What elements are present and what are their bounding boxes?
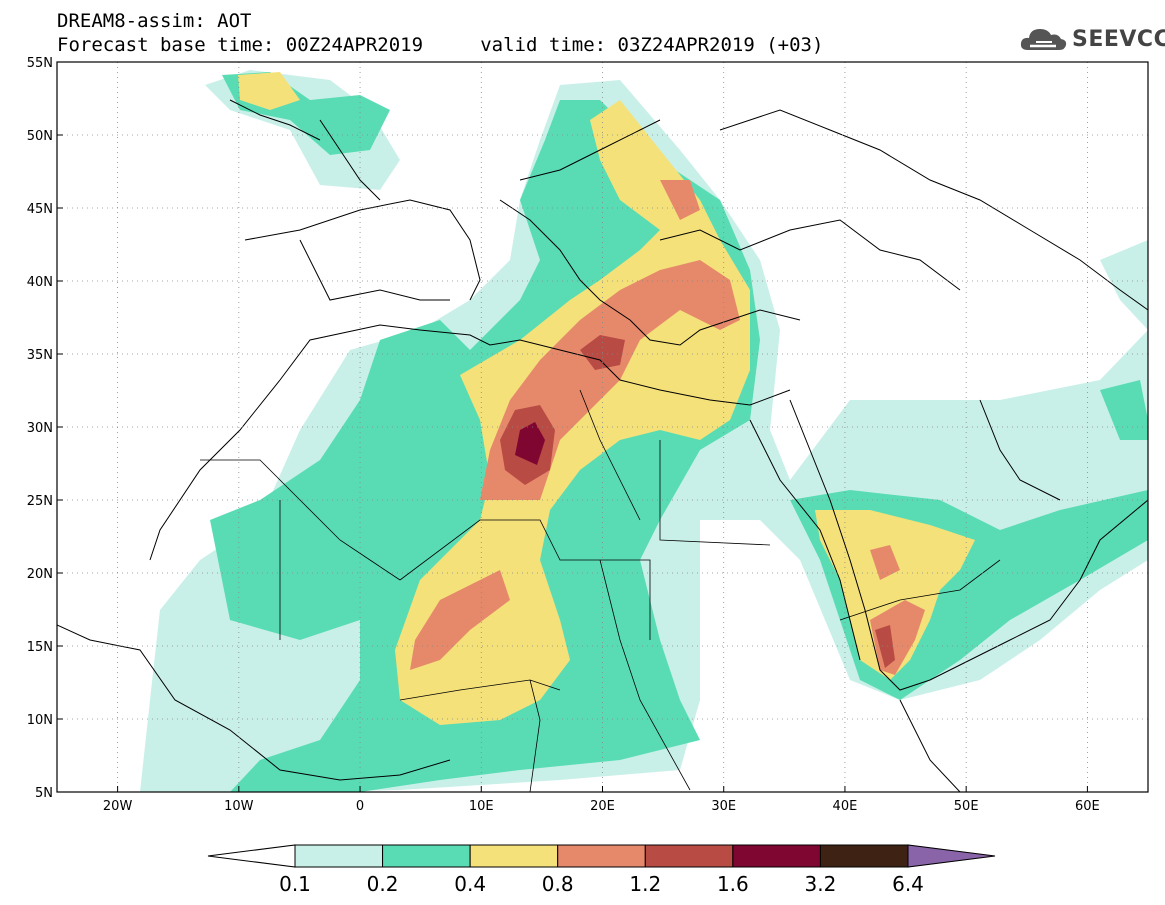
colorbar-box	[732, 844, 821, 868]
aot-contour-fields	[57, 70, 1148, 792]
x-tick-label: 0	[356, 799, 364, 814]
x-tick-label: 10W	[224, 799, 254, 814]
y-tick-label: 20N	[27, 567, 53, 582]
y-tick-label: 55N	[27, 56, 53, 71]
colorbar-level-label: 6.4	[892, 872, 924, 896]
colorbar-box	[469, 844, 559, 868]
x-tick-label: 60E	[1075, 799, 1100, 814]
colorbar-level-label: 1.2	[629, 872, 661, 896]
x-tick-label: 10E	[469, 799, 494, 814]
y-tick-label: 5N	[35, 786, 53, 801]
x-tick-label: 30E	[711, 799, 736, 814]
colorbar: 0.1 0.2 0.4 0.8 1.2 1.6 3.2 6.4	[207, 844, 996, 896]
colorbar-box	[294, 844, 384, 868]
map-title: DREAM8-assim: AOT	[57, 10, 252, 32]
cloud-logo-icon	[1020, 29, 1067, 50]
colorbar-level-label: 0.8	[542, 872, 574, 896]
colorbar-level-label: 0.4	[454, 872, 486, 896]
colorbar-box	[557, 844, 646, 868]
x-tick-label: 40E	[833, 799, 858, 814]
y-tick-label: 50N	[27, 129, 53, 144]
colorbar-under-triangle	[207, 844, 296, 868]
x-tick-label: 20E	[590, 799, 615, 814]
x-axis: 20W 10W 0 10E 20E 30E 40E 50E 60E	[103, 786, 1100, 814]
y-tick-label: 10N	[27, 713, 53, 728]
logo-text: SEEVCCC	[1072, 26, 1165, 52]
y-tick-label: 25N	[27, 494, 53, 509]
colorbar-box	[644, 844, 734, 868]
x-tick-label: 20W	[103, 799, 133, 814]
y-tick-label: 35N	[27, 348, 53, 363]
colorbar-level-label: 1.6	[717, 872, 749, 896]
lat-lon-grid	[57, 62, 1148, 792]
colorbar-over-triangle	[907, 844, 996, 868]
colorbar-level-label: 3.2	[805, 872, 837, 896]
colorbar-level-label: 0.2	[367, 872, 399, 896]
y-tick-label: 45N	[27, 202, 53, 217]
colorbar-level-label: 0.1	[279, 872, 311, 896]
y-tick-label: 15N	[27, 640, 53, 655]
colorbar-box	[819, 844, 909, 868]
country-borders	[200, 389, 1001, 792]
forecast-time-subtitle: Forecast base time: 00Z24APR2019 valid t…	[57, 34, 824, 56]
y-tick-label: 40N	[27, 275, 53, 290]
y-tick-label: 30N	[27, 421, 53, 436]
aot-band-1-6	[515, 422, 545, 465]
x-tick-label: 50E	[954, 799, 979, 814]
coastlines	[57, 99, 1148, 792]
seevccc-logo: SEEVCCC	[1018, 22, 1165, 56]
colorbar-box	[382, 844, 471, 868]
y-axis: 55N 50N 45N 40N 35N 30N 25N 20N 15N 10N 5N	[27, 56, 63, 801]
